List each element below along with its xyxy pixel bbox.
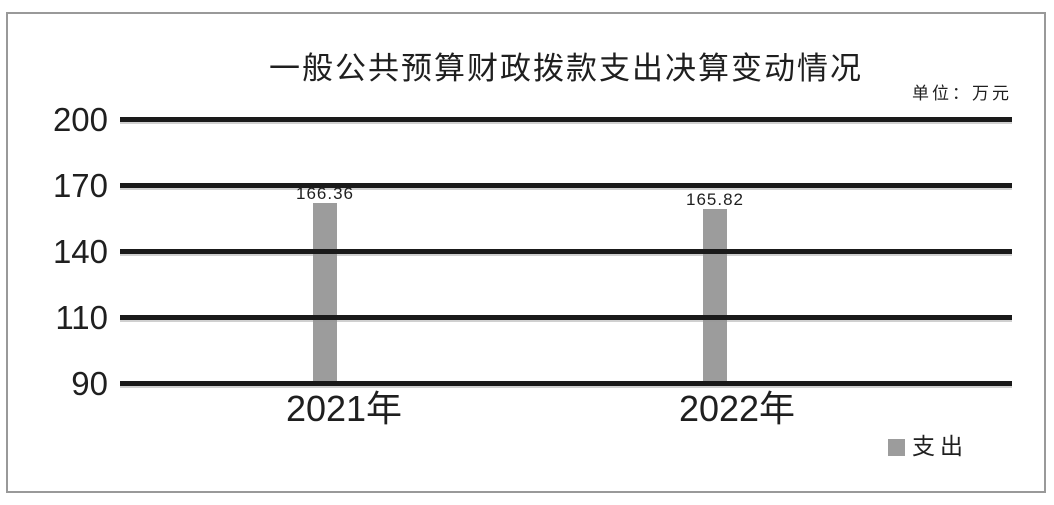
- y-axis-tick-200: 200: [52, 101, 108, 138]
- x-axis-label-2022: 2022年: [678, 388, 796, 429]
- gridline-baseline-90: [120, 381, 1012, 386]
- gridline-140: [120, 249, 1012, 254]
- chart-frame-border: [6, 12, 1046, 493]
- bar-2021: [313, 203, 337, 386]
- gridline-110: [120, 315, 1012, 320]
- legend: 支出: [888, 434, 968, 459]
- legend-swatch-icon: [888, 438, 905, 456]
- chart-title: 一般公共预算财政拨款支出决算变动情况: [269, 51, 863, 86]
- y-axis-tick-140: 140: [52, 233, 108, 270]
- y-axis-tick-170: 170: [52, 167, 108, 204]
- gridline-200: [120, 117, 1012, 122]
- bar-2022: [703, 209, 727, 386]
- unit-label: 单位：万元: [912, 84, 1012, 103]
- y-axis-tick-90: 90: [71, 365, 108, 402]
- bar-value-label-2021: 166.36: [296, 184, 354, 203]
- gridline-170: [120, 183, 1012, 188]
- x-axis-label-2021: 2021年: [285, 388, 403, 429]
- legend-label: 支出: [912, 434, 968, 459]
- bar-value-label-2022: 165.82: [686, 190, 744, 209]
- y-axis-tick-110: 110: [55, 299, 108, 336]
